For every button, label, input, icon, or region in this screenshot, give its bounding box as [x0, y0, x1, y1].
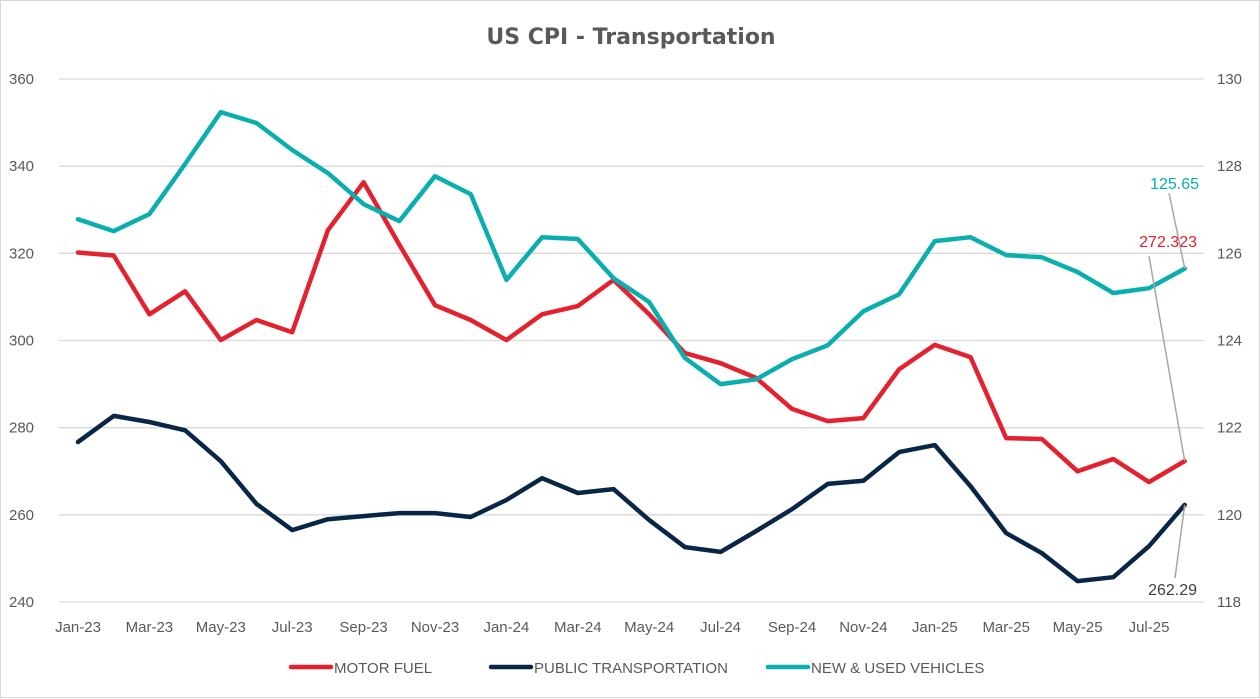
x-tick-label: Jul-24	[700, 619, 741, 636]
x-tick-label: Nov-24	[839, 619, 887, 636]
x-tick-label: May-24	[624, 619, 674, 636]
data-labels: 272.323 262.29 125.65	[1139, 176, 1199, 599]
x-tick-label: Mar-23	[126, 619, 174, 636]
gridlines	[59, 78, 1204, 603]
series-line-new-used-vehicles	[75, 109, 1187, 387]
leader-line	[1168, 192, 1186, 269]
y-right-tick-label: 126	[1217, 245, 1242, 262]
x-tick-label: Sep-24	[768, 619, 816, 636]
y-left-tick-label: 300	[9, 333, 34, 350]
y-axis-left: 240 260 280 300 320 340 360	[9, 71, 34, 611]
x-tick-label: Nov-23	[411, 619, 459, 636]
data-label-public-transportation: 262.29	[1148, 582, 1197, 599]
y-left-tick-label: 360	[9, 71, 34, 88]
x-tick-label: Jul-23	[272, 619, 313, 636]
y-left-tick-label: 320	[9, 245, 34, 262]
y-right-tick-label: 118	[1217, 594, 1241, 611]
legend-item[interactable]: MOTOR FUEL	[288, 660, 432, 677]
legend-label: MOTOR FUEL	[334, 660, 432, 677]
y-right-tick-label: 128	[1217, 158, 1242, 175]
series-lines	[75, 109, 1187, 584]
y-left-tick-label: 340	[9, 158, 34, 175]
x-tick-label: Jan-24	[483, 619, 529, 636]
x-tick-label: Mar-24	[554, 619, 602, 636]
legend: MOTOR FUEL PUBLIC TRANSPORTATION NEW & USE…	[288, 660, 984, 677]
chart-title: US CPI - Transportation	[486, 25, 775, 50]
legend-label: PUBLIC TRANSPORTATION	[534, 660, 728, 677]
y-right-tick-label: 124	[1217, 333, 1242, 350]
y-left-tick-label: 280	[9, 420, 34, 437]
y-right-tick-label: 120	[1217, 507, 1242, 524]
x-tick-label: Jan-23	[55, 619, 101, 636]
x-axis: Jan-23 Mar-23 May-23 Jul-23 Sep-23 Nov-23 Jan-…	[55, 619, 1169, 636]
legend-item[interactable]: NEW & USED VEHICLES	[765, 660, 984, 677]
data-label-new-used-vehicles: 125.65	[1150, 176, 1199, 193]
leader-line	[1174, 504, 1186, 579]
series-line-public-transportation	[75, 413, 1187, 584]
x-tick-label: Jul-25	[1129, 619, 1170, 636]
legend-label: NEW & USED VEHICLES	[811, 660, 984, 677]
x-tick-label: May-23	[196, 619, 246, 636]
legend-item[interactable]: PUBLIC TRANSPORTATION	[488, 660, 728, 677]
x-tick-label: Mar-25	[982, 619, 1030, 636]
y-left-tick-label: 240	[9, 594, 34, 611]
x-tick-label: Jan-25	[912, 619, 958, 636]
series-line-motor-fuel	[75, 180, 1187, 485]
x-tick-label: Sep-23	[339, 619, 387, 636]
leader-line	[1148, 255, 1186, 462]
y-right-tick-label: 122	[1217, 420, 1242, 437]
data-label-motor-fuel: 272.323	[1139, 234, 1197, 251]
x-tick-label: May-25	[1053, 619, 1103, 636]
y-right-tick-label: 130	[1217, 71, 1242, 88]
y-axis-right: 118 120 122 124 126 128 130	[1217, 71, 1242, 611]
y-left-tick-label: 260	[9, 507, 34, 524]
